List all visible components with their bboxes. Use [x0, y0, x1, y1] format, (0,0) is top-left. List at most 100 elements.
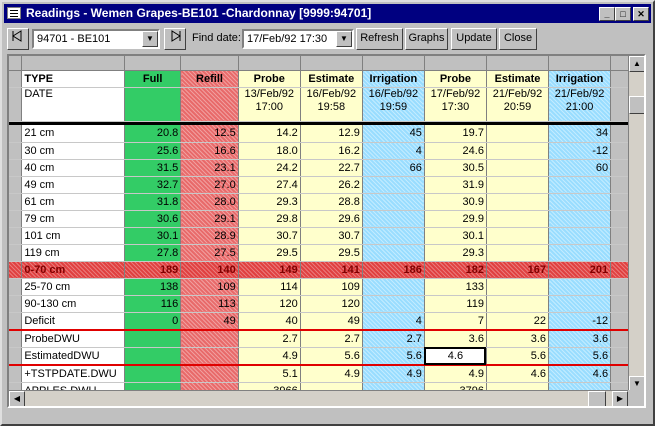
column-header-cell[interactable] — [21, 56, 125, 71]
table-cell[interactable]: 32.7 — [124, 176, 182, 194]
table-cell[interactable]: 14.2 — [238, 125, 301, 143]
column-header-cell[interactable] — [362, 56, 425, 71]
update-button[interactable]: Update — [451, 28, 497, 50]
next-site-button[interactable] — [164, 28, 186, 50]
table-cell[interactable]: 120 — [300, 295, 363, 313]
minimize-button[interactable]: _ — [599, 7, 615, 21]
table-cell[interactable] — [362, 227, 425, 245]
table-cell[interactable]: 45 — [362, 125, 425, 143]
table-cell[interactable] — [362, 176, 425, 194]
column-type-6[interactable]: Estimate — [486, 70, 550, 88]
table-cell[interactable] — [362, 193, 425, 211]
table-cell[interactable]: 116 — [124, 295, 182, 313]
column-date-7[interactable]: 21/Feb/92 21:00 — [548, 87, 612, 122]
close-window-button[interactable]: ✕ — [633, 7, 649, 21]
table-cell[interactable]: 27.8 — [124, 244, 182, 262]
table-cell[interactable]: 29.9 — [424, 210, 487, 228]
horizontal-scroll-thumb[interactable] — [588, 391, 606, 406]
column-header-cell[interactable] — [180, 56, 239, 71]
table-cell[interactable]: 4.6 — [424, 347, 487, 366]
table-cell[interactable]: -12 — [548, 312, 612, 331]
table-cell[interactable]: 27.5 — [180, 244, 239, 262]
column-date-1[interactable] — [180, 87, 239, 122]
table-cell[interactable]: 30.7 — [238, 227, 301, 245]
table-cell[interactable] — [124, 347, 182, 366]
table-cell[interactable] — [548, 295, 612, 313]
column-date-6[interactable]: 21/Feb/92 20:59 — [486, 87, 550, 122]
table-cell[interactable]: 201 — [548, 261, 612, 279]
row-header[interactable] — [9, 312, 23, 331]
column-type-7[interactable]: Irrigation — [548, 70, 612, 88]
table-cell[interactable]: 12.9 — [300, 125, 363, 143]
table-cell[interactable]: 4 — [362, 142, 425, 160]
table-cell[interactable]: 30.6 — [124, 210, 182, 228]
table-cell[interactable]: 4.9 — [362, 364, 425, 383]
vertical-scrollbar[interactable]: ▲ ▼ — [628, 56, 644, 392]
chevron-down-icon[interactable]: ▼ — [336, 31, 352, 47]
table-cell[interactable]: 29.3 — [424, 244, 487, 262]
table-cell[interactable]: 3.6 — [548, 329, 612, 348]
column-date-3[interactable]: 16/Feb/92 19:58 — [300, 87, 363, 122]
table-cell[interactable] — [486, 193, 550, 211]
column-date-5[interactable]: 17/Feb/92 17:30 — [424, 87, 487, 122]
column-header-cell[interactable] — [124, 56, 182, 71]
scroll-up-icon[interactable]: ▲ — [629, 56, 644, 72]
table-cell[interactable] — [124, 329, 182, 348]
table-cell[interactable]: 182 — [424, 261, 487, 279]
table-cell[interactable] — [486, 142, 550, 160]
table-cell[interactable]: 34 — [548, 125, 612, 143]
table-cell[interactable] — [180, 329, 239, 348]
row-header[interactable] — [9, 193, 23, 211]
table-cell[interactable]: -12 — [548, 142, 612, 160]
table-cell[interactable]: 2.7 — [362, 329, 425, 348]
table-cell[interactable]: 30.1 — [124, 227, 182, 245]
table-cell[interactable] — [548, 176, 612, 194]
table-cell[interactable]: 30.9 — [424, 193, 487, 211]
row-header[interactable] — [9, 261, 23, 279]
table-cell[interactable] — [486, 278, 550, 296]
table-cell[interactable] — [486, 210, 550, 228]
table-cell[interactable] — [486, 227, 550, 245]
table-cell[interactable]: 30.1 — [424, 227, 487, 245]
column-header-cell[interactable] — [300, 56, 363, 71]
table-cell[interactable]: 12.5 — [180, 125, 239, 143]
table-cell[interactable]: 5.6 — [548, 347, 612, 366]
column-header-cell[interactable] — [486, 56, 550, 71]
table-cell[interactable]: 2.7 — [300, 329, 363, 348]
table-cell[interactable]: 29.5 — [238, 244, 301, 262]
row-header[interactable] — [9, 364, 23, 383]
scroll-right-icon[interactable]: ▶ — [612, 391, 628, 406]
refresh-button[interactable]: Refresh — [356, 28, 403, 50]
table-cell[interactable]: 4 — [362, 312, 425, 331]
table-cell[interactable]: 149 — [238, 261, 301, 279]
table-cell[interactable] — [486, 244, 550, 262]
table-cell[interactable]: 29.3 — [238, 193, 301, 211]
row-header[interactable] — [9, 87, 23, 122]
table-cell[interactable]: 66 — [362, 159, 425, 177]
table-cell[interactable]: 29.1 — [180, 210, 239, 228]
table-cell[interactable]: 5.6 — [486, 347, 550, 366]
table-cell[interactable]: 19.7 — [424, 125, 487, 143]
row-header[interactable] — [9, 295, 23, 313]
table-cell[interactable]: 140 — [180, 261, 239, 279]
column-type-5[interactable]: Probe — [424, 70, 487, 88]
table-cell[interactable]: 3.6 — [424, 329, 487, 348]
table-cell[interactable]: 133 — [424, 278, 487, 296]
column-date-4[interactable]: 16/Feb/92 19:59 — [362, 87, 425, 122]
row-header[interactable] — [9, 125, 23, 143]
table-cell[interactable]: 18.0 — [238, 142, 301, 160]
table-cell[interactable] — [362, 244, 425, 262]
vertical-scroll-thumb[interactable] — [629, 96, 644, 114]
horizontal-scrollbar[interactable]: ◀ ▶ — [9, 390, 628, 406]
table-cell[interactable] — [548, 227, 612, 245]
row-header[interactable] — [9, 210, 23, 228]
table-cell[interactable]: 30.5 — [424, 159, 487, 177]
table-cell[interactable]: 16.2 — [300, 142, 363, 160]
table-cell[interactable]: 28.8 — [300, 193, 363, 211]
column-date-2[interactable]: 13/Feb/92 17:00 — [238, 87, 301, 122]
table-cell[interactable]: 4.6 — [548, 364, 612, 383]
table-cell[interactable]: 29.6 — [300, 210, 363, 228]
table-cell[interactable] — [548, 210, 612, 228]
table-cell[interactable]: 120 — [238, 295, 301, 313]
column-type-0[interactable]: Full — [124, 70, 182, 88]
